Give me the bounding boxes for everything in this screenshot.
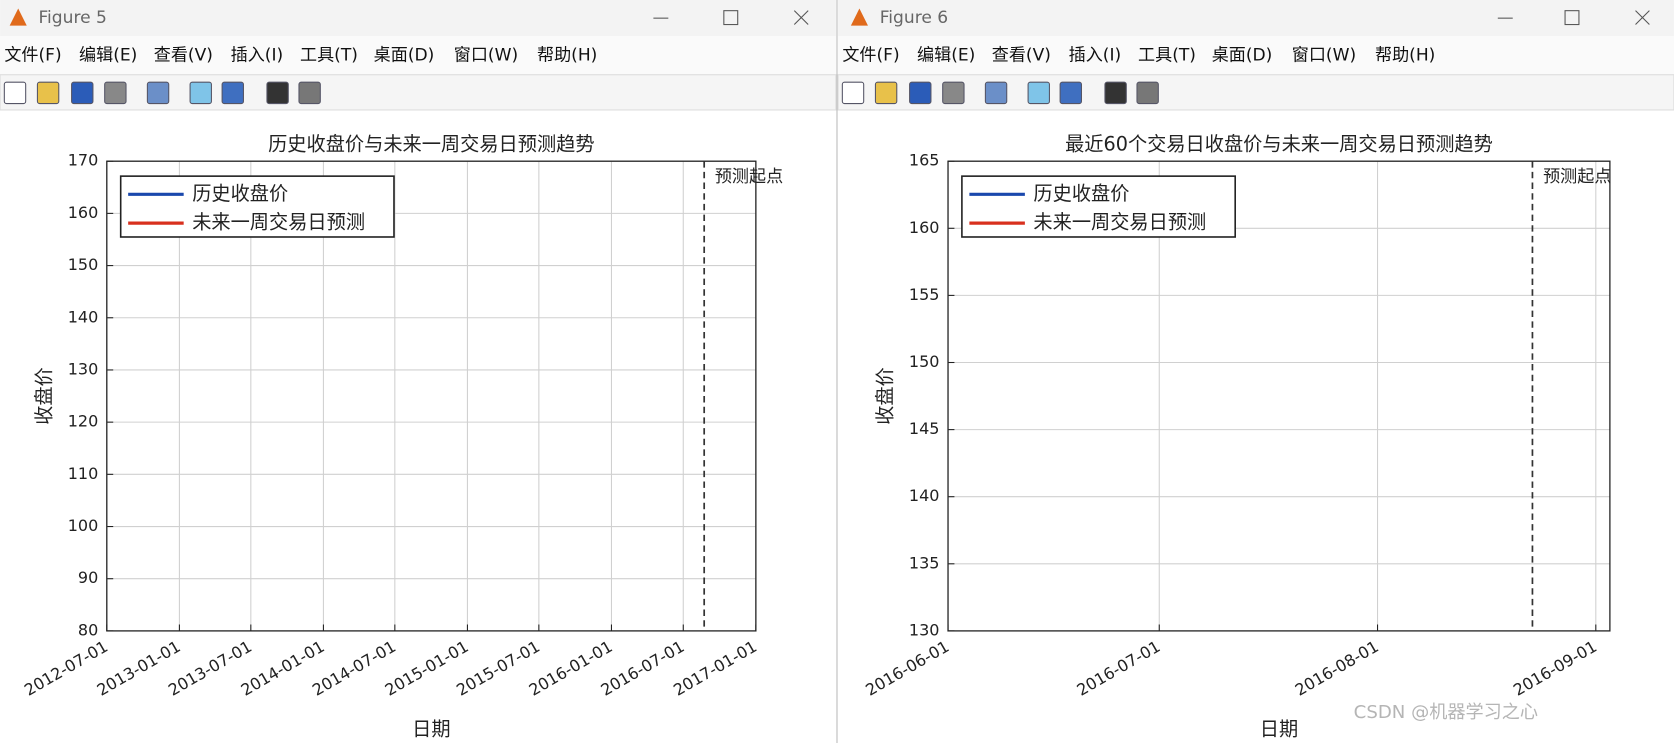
legend-label: 历史收盘价 xyxy=(1033,182,1129,205)
axes-box xyxy=(947,160,1611,632)
y-tick-label: 145 xyxy=(909,419,940,438)
maximize[interactable] xyxy=(1564,10,1580,26)
menu-item[interactable]: 工具(T) xyxy=(1138,46,1196,66)
y-tick-label: 120 xyxy=(68,412,99,431)
toolbar-button[interactable] xyxy=(984,81,1008,105)
toolbar-button[interactable] xyxy=(942,81,965,105)
y-tick-label: 140 xyxy=(909,486,940,505)
close[interactable] xyxy=(1635,10,1650,25)
toolbar-button[interactable] xyxy=(36,81,60,105)
toolbar-button[interactable] xyxy=(71,81,94,105)
annotation: 预测起点 xyxy=(1543,167,1611,187)
toolbar-button[interactable] xyxy=(266,81,289,105)
chart-title: 历史收盘价与未来一周交易日预测趋势 xyxy=(268,133,594,156)
menu-item[interactable]: 插入(I) xyxy=(231,46,284,66)
y-tick-label: 150 xyxy=(68,255,99,274)
toolbar-button[interactable] xyxy=(1104,81,1127,105)
menu-bar xyxy=(838,36,1674,75)
menu-item[interactable]: 插入(I) xyxy=(1069,46,1122,66)
app-icon xyxy=(9,8,27,26)
menu-item[interactable]: 编辑(E) xyxy=(79,46,137,66)
toolbar-button[interactable] xyxy=(298,81,321,105)
x-axis-label: 日期 xyxy=(412,718,450,741)
window-title: Figure 6 xyxy=(880,8,948,28)
menu-item[interactable]: 帮助(H) xyxy=(537,46,597,66)
plot-area xyxy=(948,161,1610,631)
chart-title: 最近60个交易日收盘价与未来一周交易日预测趋势 xyxy=(1065,133,1493,156)
y-tick-label: 170 xyxy=(68,151,99,170)
app-icon xyxy=(850,8,868,26)
toolbar-button[interactable] xyxy=(1059,81,1082,105)
annotation: 预测起点 xyxy=(715,167,783,187)
y-tick-label: 130 xyxy=(909,620,940,639)
y-tick-label: 110 xyxy=(68,464,99,483)
toolbar-button[interactable] xyxy=(221,81,244,105)
toolbar-button[interactable] xyxy=(146,81,170,105)
toolbar xyxy=(0,74,837,111)
y-tick-label: 130 xyxy=(68,359,99,378)
toolbar-button[interactable] xyxy=(1027,81,1050,105)
toolbar-button[interactable] xyxy=(3,81,27,105)
menu-item[interactable]: 查看(V) xyxy=(992,46,1051,66)
watermark: CSDN @机器学习之心 xyxy=(1354,702,1538,723)
y-tick-label: 140 xyxy=(68,307,99,326)
title-bar xyxy=(0,0,836,37)
menu-item[interactable]: 帮助(H) xyxy=(1375,46,1435,66)
toolbar-button[interactable] xyxy=(841,81,865,105)
legend-box xyxy=(119,175,395,238)
menu-item[interactable]: 编辑(E) xyxy=(917,46,975,66)
y-tick-label: 80 xyxy=(78,620,98,639)
toolbar-button[interactable] xyxy=(189,81,212,105)
y-tick-label: 160 xyxy=(68,203,99,222)
menu-item[interactable]: 桌面(D) xyxy=(374,46,435,66)
legend-label: 未来一周交易日预测 xyxy=(192,211,365,234)
menu-item[interactable]: 窗口(W) xyxy=(454,46,518,66)
toolbar-button[interactable] xyxy=(909,81,932,105)
y-tick-label: 155 xyxy=(909,285,940,304)
y-tick-label: 90 xyxy=(78,568,98,587)
y-tick-label: 150 xyxy=(909,352,940,371)
toolbar xyxy=(837,74,1674,111)
close[interactable] xyxy=(793,10,809,25)
menu-item[interactable]: 文件(F) xyxy=(4,46,61,66)
toolbar-button[interactable] xyxy=(874,81,898,105)
axes-box xyxy=(106,160,757,632)
y-tick-label: 135 xyxy=(909,553,940,572)
menu-item[interactable]: 桌面(D) xyxy=(1212,46,1273,66)
toolbar-button[interactable] xyxy=(1136,81,1159,105)
legend-label: 未来一周交易日预测 xyxy=(1033,211,1206,234)
plot-area xyxy=(106,161,756,631)
x-axis-label: 日期 xyxy=(1260,718,1298,741)
menu-item[interactable]: 查看(V) xyxy=(154,46,213,66)
legend-label: 历史收盘价 xyxy=(192,182,288,205)
title-bar xyxy=(838,0,1674,37)
legend-box xyxy=(961,175,1236,238)
y-tick-label: 100 xyxy=(68,516,99,535)
y-axis-label: 收盘价 xyxy=(32,367,55,425)
window-title: Figure 5 xyxy=(38,8,106,28)
menu-bar xyxy=(0,36,836,75)
menu-item[interactable]: 窗口(W) xyxy=(1292,46,1356,66)
y-tick-label: 165 xyxy=(909,151,940,170)
menu-item[interactable]: 文件(F) xyxy=(842,46,899,66)
y-axis-label: 收盘价 xyxy=(874,367,897,425)
y-tick-label: 160 xyxy=(909,218,940,237)
toolbar-button[interactable] xyxy=(104,81,127,105)
menu-item[interactable]: 工具(T) xyxy=(300,46,358,66)
maximize[interactable] xyxy=(723,10,739,26)
